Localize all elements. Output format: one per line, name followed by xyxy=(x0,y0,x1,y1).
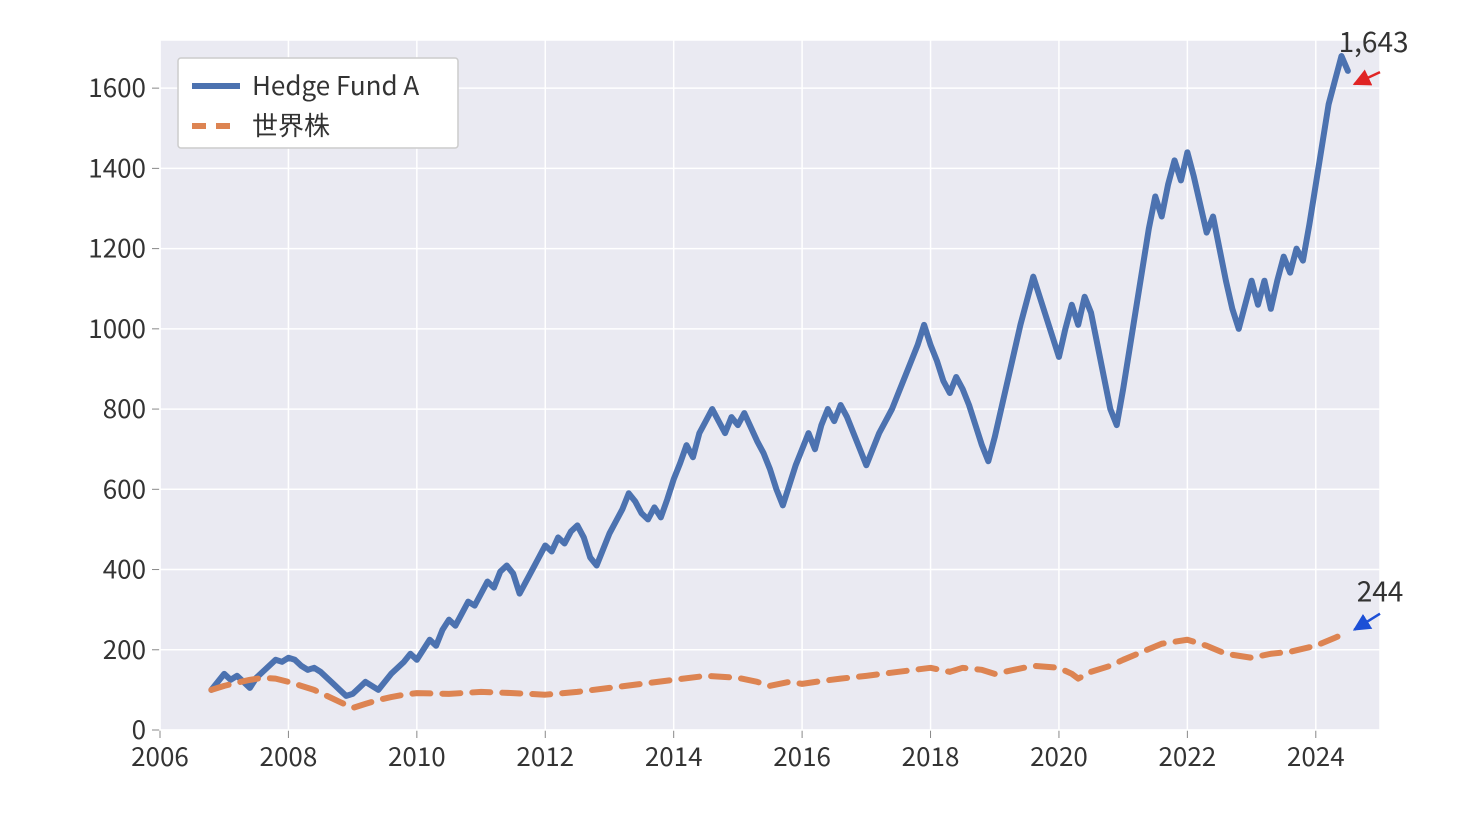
ytick-label: 1200 xyxy=(88,229,146,266)
ytick-label: 800 xyxy=(103,389,146,426)
xtick-label: 2020 xyxy=(1030,737,1088,774)
xtick-label: 2014 xyxy=(645,737,703,774)
xtick-label: 2024 xyxy=(1287,737,1345,774)
legend-label: 世界株 xyxy=(252,106,330,143)
ytick-label: 400 xyxy=(103,550,146,587)
ytick-label: 1000 xyxy=(88,309,146,346)
ytick-label: 600 xyxy=(103,469,146,506)
xtick-label: 2018 xyxy=(902,737,960,774)
performance-line-chart: 0200400600800100012001400160020062008201… xyxy=(0,0,1460,822)
ytick-label: 200 xyxy=(103,630,146,667)
ytick-label: 1600 xyxy=(88,68,146,105)
xtick-label: 2012 xyxy=(516,737,574,774)
xtick-label: 2006 xyxy=(131,737,189,774)
xtick-label: 2010 xyxy=(388,737,446,774)
xtick-label: 2016 xyxy=(773,737,831,774)
xtick-label: 2022 xyxy=(1159,737,1217,774)
annotation-label: 1,643 xyxy=(1339,21,1409,61)
xtick-label: 2008 xyxy=(260,737,318,774)
ytick-label: 1400 xyxy=(88,148,146,185)
legend-label: Hedge Fund A xyxy=(252,66,419,103)
annotation-label: 244 xyxy=(1357,571,1404,611)
